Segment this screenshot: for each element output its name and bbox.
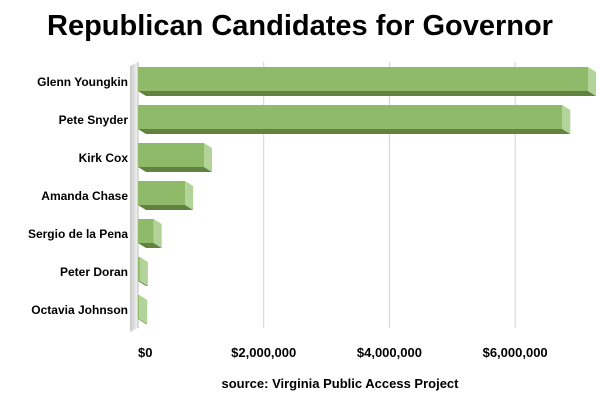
bar-face — [138, 219, 154, 243]
bar-bottom — [138, 167, 212, 172]
bar-side — [139, 257, 148, 286]
category-label-octavia-johnson: Octavia Johnson — [31, 303, 128, 317]
bar-bottom — [138, 243, 162, 248]
bar-amanda-chase — [138, 181, 194, 210]
category-label-pete-snyder: Pete Snyder — [59, 113, 129, 127]
bar-face — [138, 105, 563, 129]
bar-side — [204, 143, 212, 172]
bar-bottom — [138, 319, 148, 324]
bars — [138, 67, 596, 324]
category-label-amanda-chase: Amanda Chase — [41, 189, 128, 203]
source-note: source: Virginia Public Access Project — [221, 376, 459, 391]
bar-face — [138, 181, 186, 205]
category-labels: Glenn Youngkin Pete Snyder Kirk Cox Amanda … — [28, 75, 128, 317]
bar-pete-snyder — [138, 105, 571, 134]
bar-side — [185, 181, 194, 210]
category-label-glenn-youngkin: Glenn Youngkin — [37, 75, 128, 89]
category-label-peter-doran: Peter Doran — [60, 265, 128, 279]
bar-bottom — [138, 129, 571, 134]
bar-peter-doran — [138, 257, 148, 286]
bar-side — [562, 105, 571, 134]
x-tick-label: $4,000,000 — [357, 345, 422, 360]
bar-bottom — [138, 91, 596, 96]
x-tick-labels: $0 $2,000,000 $4,000,000 $6,000,000 — [138, 345, 548, 360]
x-tick-label: $6,000,000 — [483, 345, 548, 360]
x-tick-label: $0 — [138, 345, 152, 360]
bar-side — [153, 219, 162, 248]
bar-kirk-cox — [138, 143, 212, 172]
bar-side — [139, 295, 148, 324]
bar-bottom — [138, 281, 148, 286]
category-label-sergio-de-la-pena: Sergio de la Pena — [28, 227, 128, 241]
category-axis — [130, 62, 139, 332]
category-label-kirk-cox: Kirk Cox — [79, 151, 129, 165]
x-tick-label: $2,000,000 — [231, 345, 296, 360]
bar-face — [138, 67, 588, 91]
bar-sergio-de-la-pena — [138, 219, 162, 248]
chart-title: Republican Candidates for Governor — [47, 10, 553, 42]
bar-side — [588, 67, 596, 96]
bar-bottom — [138, 205, 194, 210]
axis-wall — [130, 62, 138, 332]
gridlines — [263, 62, 516, 328]
bar-face — [138, 143, 204, 167]
bar-octavia-johnson — [138, 295, 148, 324]
bar-face — [138, 257, 140, 281]
bar-face — [138, 295, 140, 319]
bar-glenn-youngkin — [138, 67, 596, 96]
